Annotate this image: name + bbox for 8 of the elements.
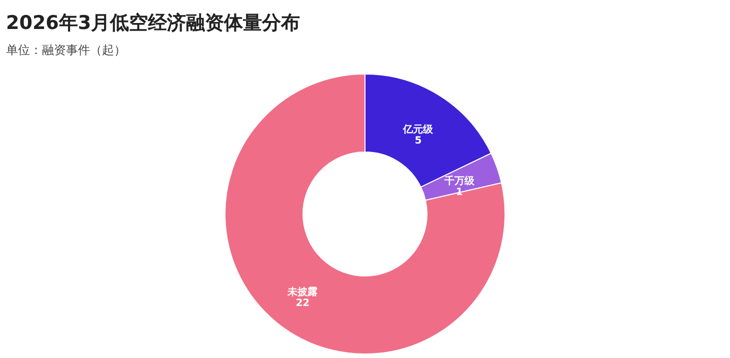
slice-label: 亿元级	[402, 123, 434, 136]
chart-title: 2026年3月低空经济融资体量分布	[6, 12, 300, 34]
slice-label: 未披露	[286, 286, 318, 298]
data-label: 5	[414, 135, 422, 146]
slice-label: 千万级	[443, 174, 476, 187]
text: 单位：融资事件（起）	[6, 43, 126, 57]
data-label: 22	[296, 298, 310, 310]
donut-slice	[224, 74, 506, 354]
